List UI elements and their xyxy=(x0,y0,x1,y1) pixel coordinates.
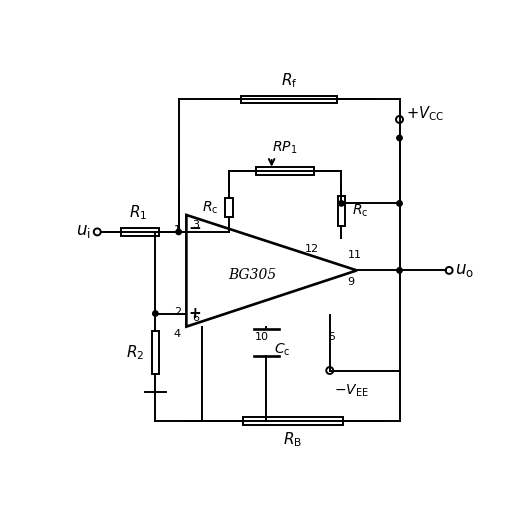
Text: $u_{\rm i}$: $u_{\rm i}$ xyxy=(76,224,91,240)
Circle shape xyxy=(397,201,402,206)
Text: 1: 1 xyxy=(174,225,181,235)
Bar xyxy=(338,196,345,226)
Bar xyxy=(152,331,159,374)
Circle shape xyxy=(397,135,402,141)
Text: $C_{\rm c}$: $C_{\rm c}$ xyxy=(274,342,290,358)
Text: $RP_{\rm 1}$: $RP_{\rm 1}$ xyxy=(271,139,297,155)
Text: $R_{\rm B}$: $R_{\rm B}$ xyxy=(284,431,303,449)
Text: 9: 9 xyxy=(348,276,355,287)
Text: $u_{\rm o}$: $u_{\rm o}$ xyxy=(455,262,474,279)
Text: $R_{\rm 1}$: $R_{\rm 1}$ xyxy=(129,203,147,222)
Text: −: − xyxy=(189,221,201,236)
Text: 4: 4 xyxy=(174,329,181,339)
Text: +: + xyxy=(189,306,201,321)
Text: $R_{\rm c}$: $R_{\rm c}$ xyxy=(352,203,368,219)
Text: $-V_{\rm EE}$: $-V_{\rm EE}$ xyxy=(333,383,368,399)
Text: $R_{\rm f}$: $R_{\rm f}$ xyxy=(281,72,297,90)
Bar xyxy=(243,418,343,425)
Text: 10: 10 xyxy=(254,332,269,342)
Text: BG305: BG305 xyxy=(228,268,276,282)
Circle shape xyxy=(153,311,158,316)
Text: 5: 5 xyxy=(328,332,335,342)
Text: $R_{\rm 2}$: $R_{\rm 2}$ xyxy=(126,343,145,362)
Circle shape xyxy=(176,229,181,235)
Text: 2: 2 xyxy=(174,307,181,316)
Bar xyxy=(241,96,337,103)
Circle shape xyxy=(339,201,344,206)
Circle shape xyxy=(397,268,402,273)
Text: $R_{\rm c}$: $R_{\rm c}$ xyxy=(202,200,218,216)
Bar xyxy=(121,228,159,236)
Bar xyxy=(225,198,233,217)
Text: 11: 11 xyxy=(348,249,361,260)
Text: 6: 6 xyxy=(192,313,200,323)
Text: $+V_{\rm CC}$: $+V_{\rm CC}$ xyxy=(405,104,444,122)
Bar xyxy=(257,167,314,175)
Text: 12: 12 xyxy=(305,244,319,254)
Text: 3: 3 xyxy=(192,219,200,230)
